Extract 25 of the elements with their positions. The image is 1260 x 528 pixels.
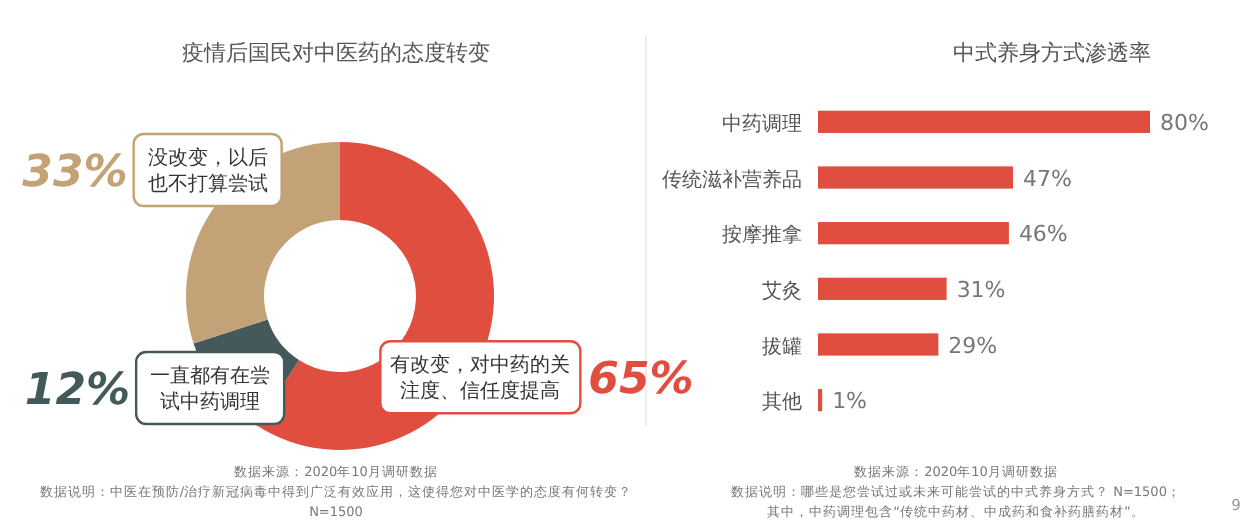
data-label: 31% (956, 276, 1006, 303)
chart-title: 疫情后国民对中医药的态度转变 (182, 40, 490, 66)
y-tick-label: 中药调理 (722, 111, 802, 136)
data-label: 29% (948, 332, 998, 359)
y-tick-label: 按摩推拿 (722, 223, 802, 248)
bar (818, 166, 1014, 189)
bar (818, 333, 939, 356)
y-tick-label: 艾灸 (762, 278, 802, 303)
data-label: 46% (1018, 221, 1068, 248)
slice-label: 没改变，以后也不打算尝试 (147, 146, 268, 197)
y-tick-label: 其他 (762, 390, 802, 415)
data-label: 65% (588, 355, 694, 406)
y-tick-label: 传统滋补营养品 (662, 167, 802, 192)
y-tick-label: 拔罐 (762, 334, 802, 359)
slice-label: 一直都有在尝试中药调理 (150, 364, 271, 414)
slice-label: 有改变，对中药的关注度、信任度提高 (390, 353, 571, 404)
data-label: 12% (24, 366, 131, 416)
bar (818, 277, 947, 300)
data-label: 33% (22, 148, 128, 199)
data-label: 1% (832, 388, 868, 415)
data-label: 80% (1160, 109, 1209, 136)
bar (818, 222, 1009, 245)
chart-title: 中式养身方式渗透率 (953, 40, 1151, 66)
bar (818, 110, 1150, 133)
data-label: 47% (1023, 165, 1072, 192)
